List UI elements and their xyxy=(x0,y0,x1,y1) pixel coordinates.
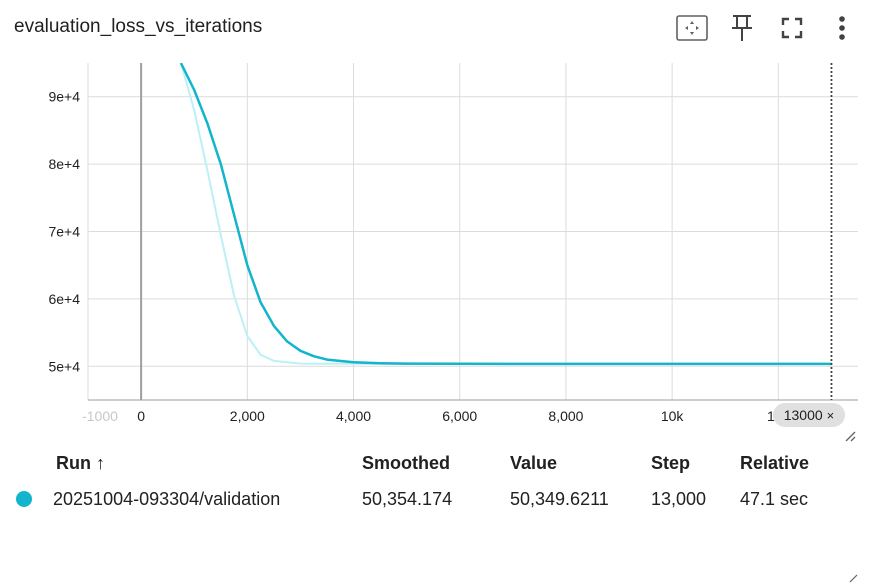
y-tick-label: 6e+4 xyxy=(48,291,80,307)
more-vert-icon xyxy=(839,16,845,40)
pin-button[interactable] xyxy=(724,10,760,46)
fullscreen-icon xyxy=(781,17,803,39)
x-tick-label: 2,000 xyxy=(230,408,265,424)
pin-icon xyxy=(732,15,752,41)
y-tick-label: 8e+4 xyxy=(48,156,80,172)
table-row: 20251004-093304/validation 50,354.174 50… xyxy=(16,476,840,522)
x-tick-label: 10k xyxy=(661,408,685,424)
run-column-header[interactable]: Run ↑ xyxy=(56,452,105,473)
value-column-header: Value xyxy=(510,452,558,473)
x-tick-label: 4,000 xyxy=(336,408,371,424)
step-cursor-chip[interactable]: 13000 × xyxy=(773,403,845,427)
smoothed-column-header: Smoothed xyxy=(362,452,450,473)
run-cell: 20251004-093304/validation xyxy=(16,476,362,522)
run-name: 20251004-093304/validation xyxy=(53,488,281,509)
relative-column-header: Relative xyxy=(740,452,810,473)
step-cell: 13,000 xyxy=(651,488,707,509)
value-cell: 50,349.6211 xyxy=(510,488,609,509)
y-tick-label: 7e+4 xyxy=(48,224,80,240)
smoothed-series-line xyxy=(179,63,832,366)
table-header-row: Run ↑ Smoothed Value Step Relative xyxy=(16,450,840,476)
resize-handle-icon[interactable] xyxy=(844,430,856,442)
line-chart[interactable]: 5e+4 6e+4 7e+4 8e+4 9e+4 -1000 0 2,000 4,000 6,00… xyxy=(0,55,874,435)
x-tick-label: 0 xyxy=(137,408,145,424)
step-column-header: Step xyxy=(651,452,691,473)
x-tick-label: -1000 xyxy=(82,408,118,424)
x-tick-label: 6,000 xyxy=(442,408,477,424)
fit-domain-icon xyxy=(676,15,708,41)
fit-domain-button[interactable] xyxy=(674,10,710,46)
smoothed-cell: 50,354.174 xyxy=(362,488,453,509)
raw-series-line xyxy=(179,63,832,365)
close-icon[interactable]: × xyxy=(826,407,835,423)
x-tick-label: 8,000 xyxy=(548,408,583,424)
chart-title: evaluation_loss_vs_iterations xyxy=(14,16,263,37)
y-tick-label: 5e+4 xyxy=(48,358,80,374)
more-options-button[interactable] xyxy=(824,10,860,46)
runs-table: Run ↑ Smoothed Value Step Relative 20251… xyxy=(16,450,840,522)
card-toolbar xyxy=(674,10,860,46)
resize-handle-bottom-icon[interactable] xyxy=(848,574,858,583)
step-chip-label: 13000 xyxy=(783,407,823,423)
relative-cell: 47.1 sec xyxy=(740,488,809,509)
run-color-dot xyxy=(16,491,32,508)
fullscreen-button[interactable] xyxy=(774,10,810,46)
y-tick-label: 9e+4 xyxy=(48,89,80,105)
